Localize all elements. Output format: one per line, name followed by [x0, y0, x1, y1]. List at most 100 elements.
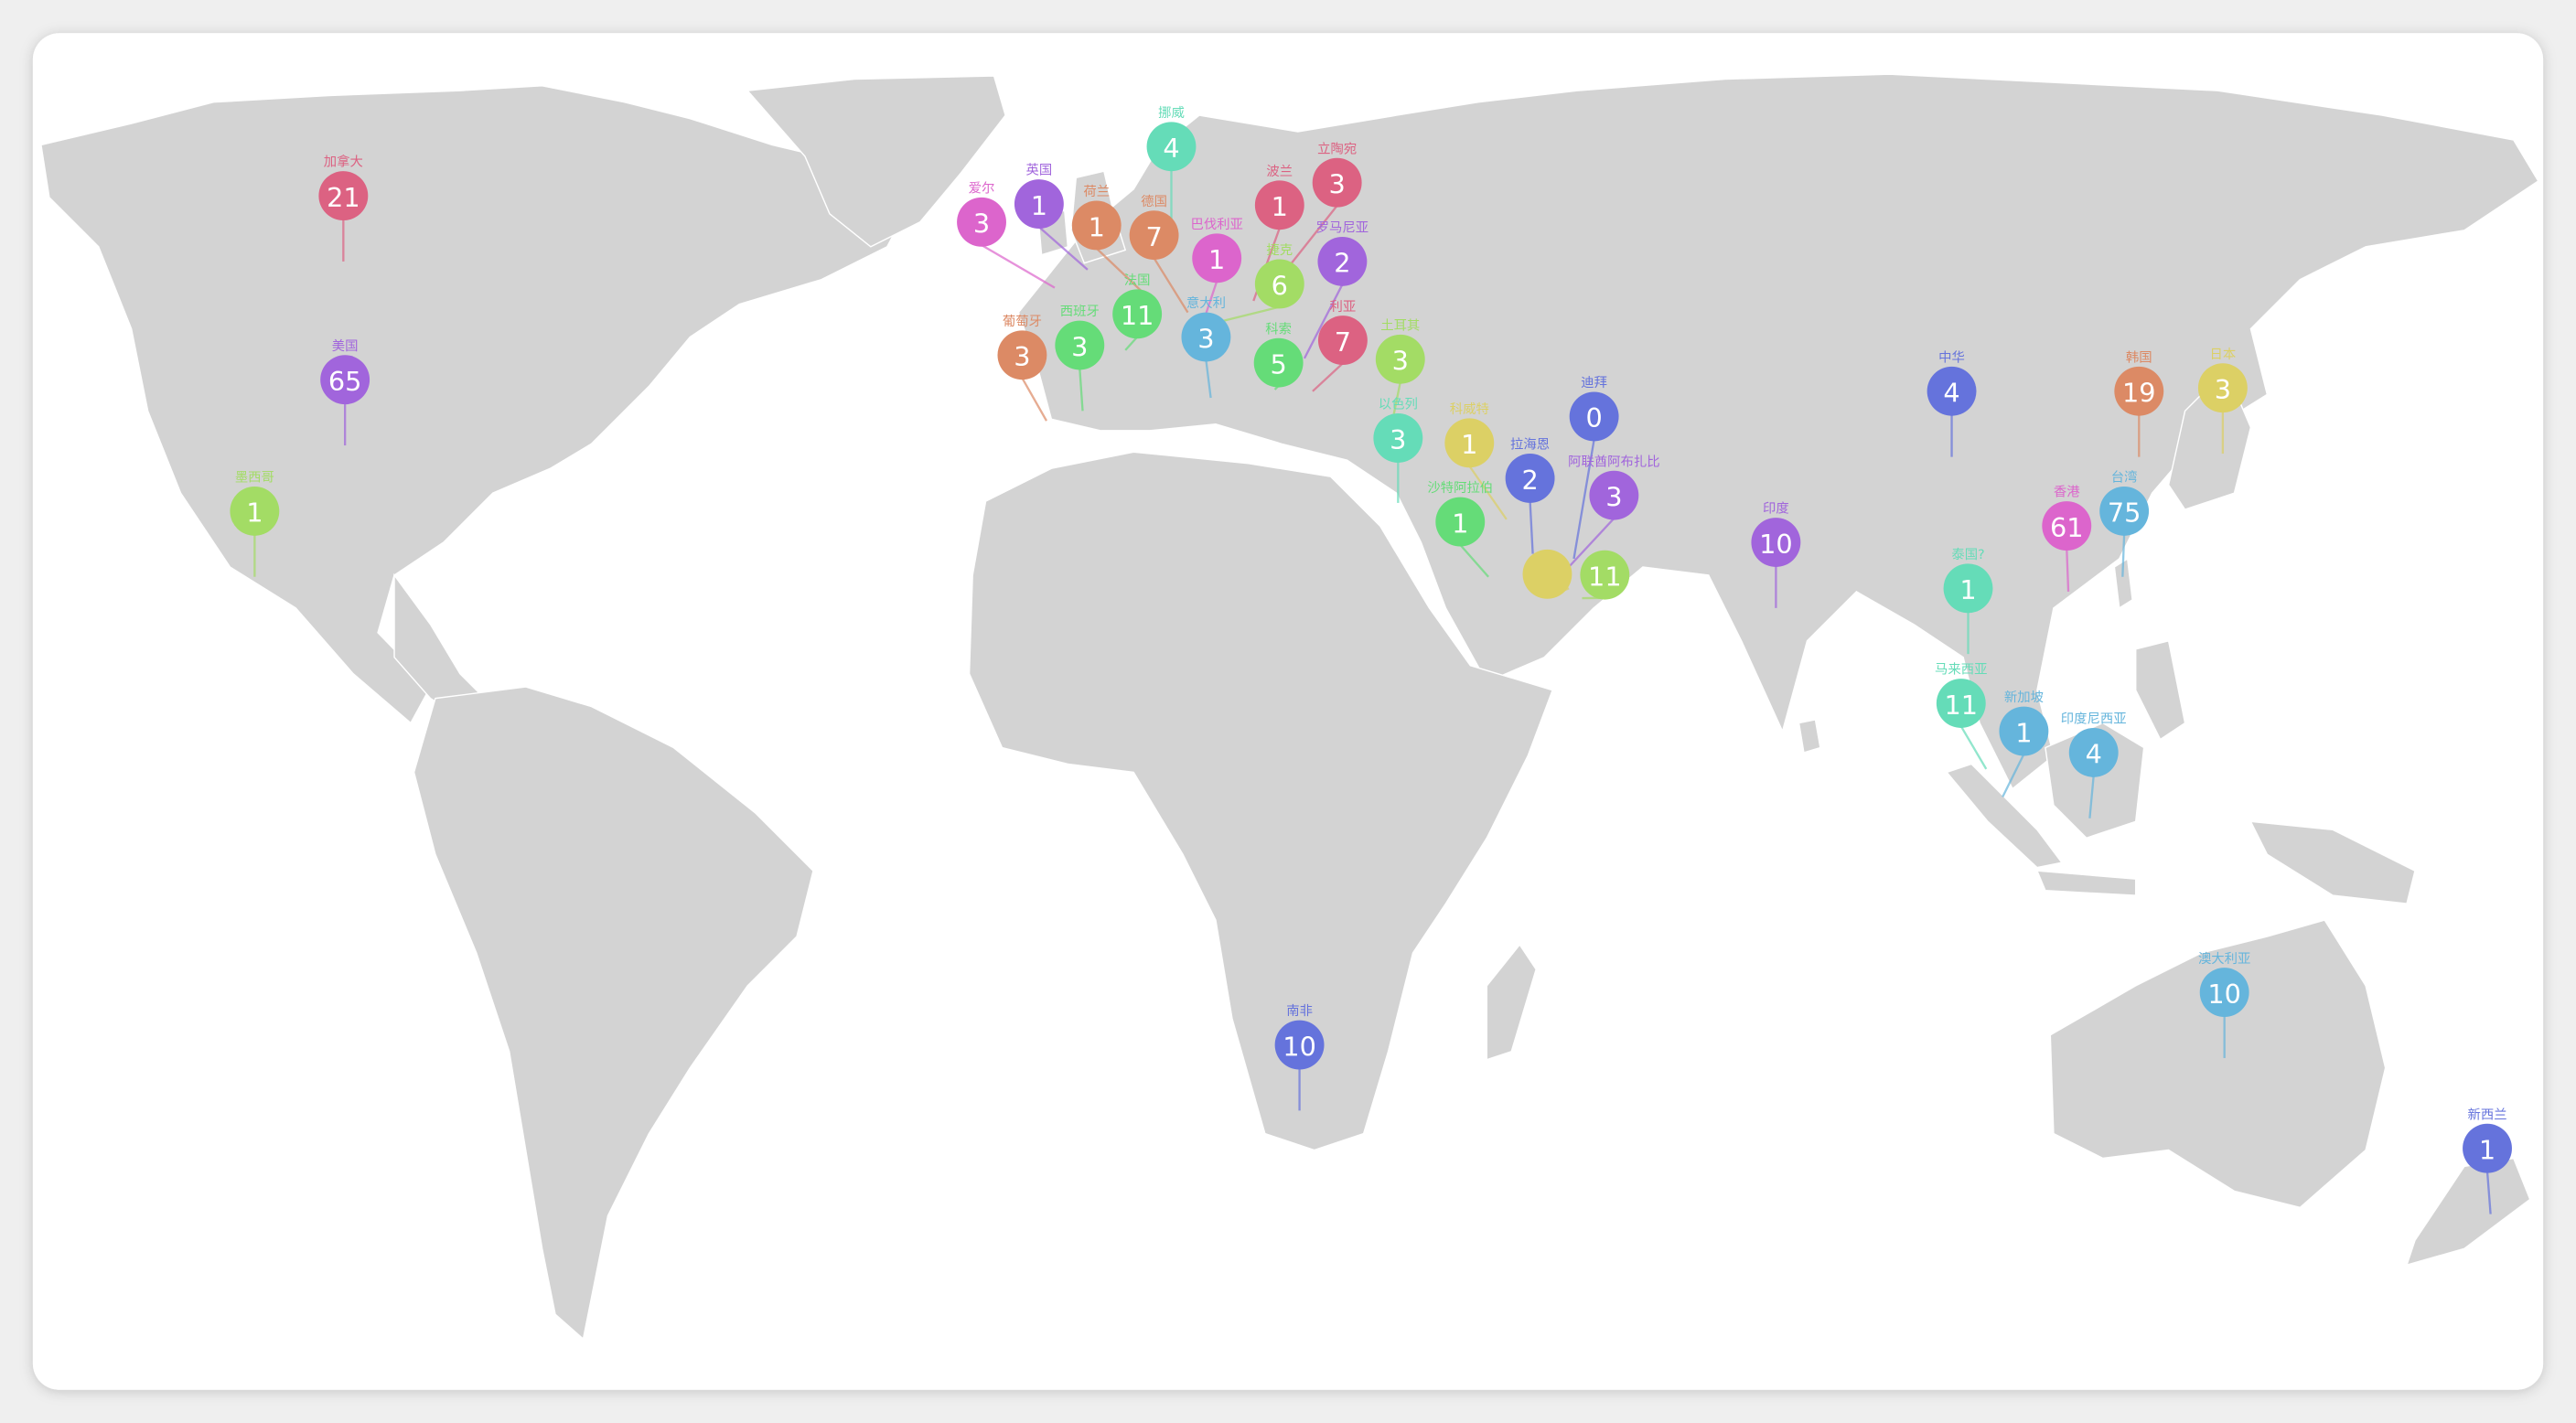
map-pin[interactable]: 南非 10	[1274, 1003, 1325, 1070]
pin-country-label: 德国	[1141, 194, 1167, 209]
map-pin[interactable]: 阿联酋阿布扎比 3	[1568, 453, 1660, 520]
map-pin[interactable]: 新加坡 1	[1999, 690, 2049, 756]
pin-marker[interactable]	[1254, 180, 1304, 230]
pin-marker[interactable]	[1375, 334, 1425, 384]
pin-marker[interactable]	[1317, 236, 1368, 286]
map-pin[interactable]: 巴伐利亚 1	[1190, 217, 1243, 284]
map-pin[interactable]: 中华 4	[1927, 349, 1977, 416]
pin-marker[interactable]	[2068, 727, 2119, 777]
pin-marker[interactable]	[1254, 259, 1304, 309]
map-pin[interactable]: 捷克 6	[1254, 242, 1304, 309]
map-pin[interactable]: 澳大利亚 10	[2198, 951, 2250, 1018]
map-pin[interactable]: 泰国? 1	[1943, 547, 1993, 614]
map-pin[interactable]: 以色列 3	[1373, 397, 1423, 463]
pin-marker[interactable]	[1055, 320, 1105, 370]
map-pin[interactable]: 英国 1	[1014, 162, 1064, 229]
map-pin[interactable]: 科索 5	[1253, 321, 1304, 388]
pin-count: 3	[1605, 481, 1622, 512]
map-pin[interactable]: 利亚 7	[1317, 299, 1368, 366]
map-pin[interactable]: 西班牙 3	[1055, 304, 1105, 370]
map-pin[interactable]: 葡萄牙 3	[997, 314, 1047, 380]
map-pin[interactable]: 日本 3	[2197, 347, 2248, 413]
pin-country-label: 泰国?	[1951, 547, 1984, 562]
pin-marker[interactable]	[2099, 486, 2150, 536]
map-pin[interactable]: 爱尔 3	[957, 180, 1006, 247]
pin-country-label: 香港	[2054, 485, 2080, 500]
pin-marker[interactable]	[1112, 289, 1163, 339]
pin-marker[interactable]	[1943, 563, 1993, 614]
pin-marker[interactable]	[1181, 312, 1231, 362]
map-pin[interactable]: 德国 7	[1129, 194, 1179, 261]
pin-marker[interactable]	[1274, 1020, 1325, 1070]
pin-marker[interactable]	[1936, 679, 1986, 728]
pin-marker[interactable]	[1580, 550, 1630, 600]
pin-marker[interactable]	[1129, 210, 1179, 261]
pin-marker[interactable]	[2199, 968, 2249, 1018]
map-pin[interactable]: 美国 65	[320, 338, 370, 405]
pin-count: 11	[1588, 561, 1622, 592]
pin-count: 7	[1145, 221, 1162, 252]
map-pin[interactable]: 意大利 3	[1181, 294, 1231, 362]
map-pin[interactable]: 台湾 75	[2099, 470, 2150, 536]
pin-marker[interactable]	[1014, 179, 1064, 229]
pin-marker[interactable]	[1505, 454, 1555, 503]
pin-stem	[1572, 439, 1595, 560]
map-pin[interactable]: 迪拜 0	[1569, 375, 1619, 442]
pin-marker[interactable]	[1569, 391, 1619, 442]
pin-marker[interactable]	[1253, 337, 1304, 388]
map-pin[interactable]: 香港 61	[2042, 485, 2092, 551]
pin-count: 4	[2086, 739, 2102, 770]
pin-marker[interactable]	[1927, 366, 1977, 416]
pin-marker[interactable]	[1192, 233, 1242, 284]
pin-country-label: 沙特阿拉伯	[1427, 480, 1493, 496]
map-pin[interactable]: 科威特 1	[1444, 401, 1495, 468]
pin-marker[interactable]	[1312, 157, 1362, 208]
map-pin[interactable]: 韩国 19	[2114, 349, 2164, 416]
map-pin[interactable]: 法国 11	[1112, 273, 1163, 339]
pin-marker[interactable]	[1751, 518, 1801, 567]
pin-marker[interactable]	[2463, 1123, 2512, 1173]
pin-marker[interactable]	[1373, 413, 1423, 463]
pin-marker[interactable]	[320, 355, 370, 405]
greenland	[746, 75, 1006, 248]
map-pin[interactable]: 加拿大 21	[318, 154, 369, 221]
map-pin[interactable]: 墨西哥 1	[230, 471, 280, 536]
pin-marker[interactable]	[1444, 418, 1495, 468]
pin-stem	[1124, 336, 1139, 351]
pin-count: 1	[1461, 429, 1477, 460]
map-pin[interactable]: 罗马尼亚 2	[1316, 220, 1368, 286]
pin-country-label: 英国	[1026, 162, 1053, 178]
pin-marker[interactable]	[1522, 549, 1572, 599]
map-pin[interactable]: 马来西亚 11	[1935, 662, 1988, 728]
map-pin[interactable]: 土耳其 3	[1375, 317, 1425, 384]
pin-stem	[2121, 533, 2126, 577]
pin-marker[interactable]	[1146, 122, 1197, 172]
map-pin[interactable]: 印度 10	[1751, 501, 1801, 567]
map-pin[interactable]: 11	[1580, 550, 1630, 600]
pin-count: 1	[1452, 508, 1468, 539]
pin-marker[interactable]	[318, 171, 369, 221]
map-pin[interactable]: 印度尼西亚 4	[2061, 712, 2127, 777]
pin-marker[interactable]	[1435, 497, 1486, 547]
map-pin[interactable]: 荷兰 1	[1071, 184, 1122, 251]
map-pin[interactable]	[1522, 549, 1572, 599]
map-pin[interactable]: 挪威 4	[1146, 105, 1197, 172]
map-pin[interactable]: 立陶宛 3	[1312, 141, 1362, 208]
pin-stem	[1038, 226, 1089, 271]
map-pin[interactable]: 拉海恩 2	[1505, 437, 1555, 503]
pin-marker[interactable]	[1999, 706, 2049, 756]
pin-marker[interactable]	[997, 330, 1047, 380]
pin-marker[interactable]	[1317, 316, 1368, 366]
map-pin[interactable]: 新西兰 1	[2463, 1107, 2512, 1173]
map-pin[interactable]: 沙特阿拉伯 1	[1427, 480, 1493, 547]
pin-count: 3	[973, 209, 990, 240]
pin-marker[interactable]	[1589, 470, 1639, 520]
pin-marker[interactable]	[957, 197, 1006, 247]
pin-marker[interactable]	[2114, 366, 2164, 416]
map-pin[interactable]: 波兰 1	[1254, 164, 1304, 230]
pin-marker[interactable]	[2197, 363, 2248, 413]
pin-marker[interactable]	[2042, 501, 2092, 551]
pin-marker[interactable]	[230, 486, 280, 536]
pin-marker[interactable]	[1071, 200, 1122, 251]
